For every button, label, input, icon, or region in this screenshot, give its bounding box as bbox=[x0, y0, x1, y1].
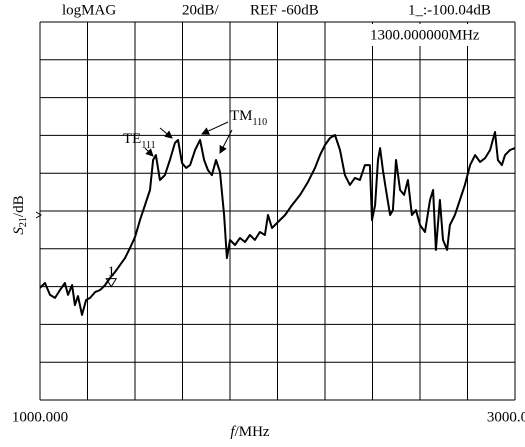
x-tick-label: 1000.000 bbox=[12, 409, 68, 425]
trace bbox=[39, 131, 516, 316]
reference-indicator bbox=[35, 211, 42, 219]
header-reference: REF -60dB bbox=[250, 2, 319, 18]
x-tick-label: 3000.000 bbox=[487, 409, 525, 425]
header-marker-value: 1_:-100.04dB bbox=[408, 2, 491, 18]
x-axis-label: f/MHz bbox=[230, 424, 270, 440]
annotation-tm: TM110 bbox=[230, 108, 267, 128]
annotation-arrow bbox=[219, 129, 233, 154]
annotation-arrow bbox=[144, 147, 154, 157]
readout-box bbox=[368, 24, 514, 46]
annotation-te: TE111 bbox=[123, 131, 156, 151]
annotation-arrow bbox=[201, 121, 229, 135]
marker-label: 1 bbox=[108, 264, 116, 280]
marker-symbol bbox=[105, 278, 118, 288]
annotation-arrow bbox=[159, 127, 173, 139]
header-scale: 20dB/ bbox=[182, 2, 220, 18]
marker-readout: 1300.000000MHz bbox=[370, 27, 480, 43]
y-axis-label: S21/dB bbox=[11, 195, 29, 234]
header-format: logMAG bbox=[62, 2, 116, 18]
